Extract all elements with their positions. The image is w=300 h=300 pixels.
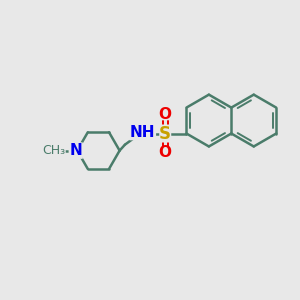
Text: S: S [159, 124, 171, 142]
Text: NH: NH [130, 124, 155, 140]
Text: O: O [159, 107, 172, 122]
Text: N: N [69, 143, 82, 158]
Text: CH₃: CH₃ [43, 144, 66, 157]
Text: O: O [159, 145, 172, 160]
